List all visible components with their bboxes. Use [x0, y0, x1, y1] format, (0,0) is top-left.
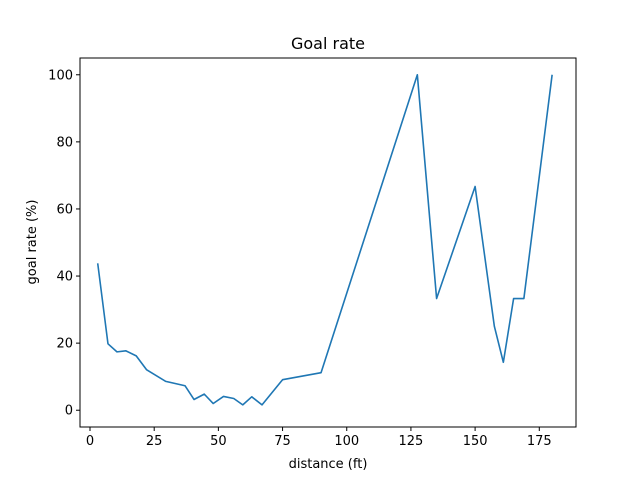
x-tick-label: 100: [334, 434, 359, 449]
x-tick-label: 175: [527, 434, 552, 449]
y-axis-label: goal rate (%): [25, 200, 40, 285]
y-tick-label: 60: [56, 202, 73, 217]
axes-frame: [79, 57, 577, 428]
y-tick-label: 40: [56, 270, 73, 285]
x-tick-label: 150: [463, 434, 488, 449]
series-line: [96, 73, 553, 406]
x-tick-label: 125: [399, 434, 424, 449]
y-axis: 0 20 40 60 80 100: [48, 68, 80, 419]
chart-title: Goal rate: [291, 34, 365, 53]
x-tick-label: 50: [210, 434, 227, 449]
x-axis-label: distance (ft): [289, 457, 368, 472]
plot-area: [96, 73, 553, 406]
x-tick-label: 75: [274, 434, 291, 449]
y-tick-label: 80: [56, 135, 73, 150]
y-tick-label: 100: [48, 68, 73, 83]
x-tick-label: 25: [146, 434, 163, 449]
y-tick-label: 0: [65, 404, 73, 419]
x-tick-label: 0: [86, 434, 94, 449]
y-tick-label: 20: [56, 337, 73, 352]
x-axis: 0 25 50 75 100 125 150 175: [86, 427, 552, 449]
